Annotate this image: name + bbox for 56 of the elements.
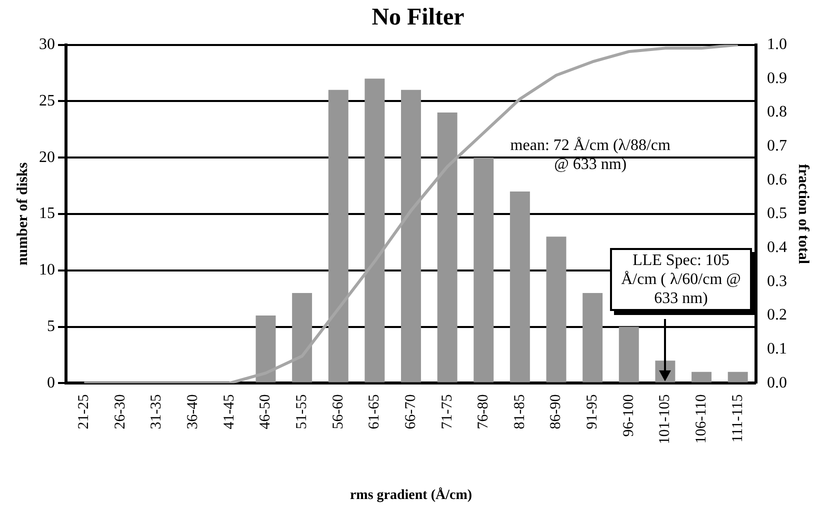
y-tick-label: 5 bbox=[47, 318, 55, 336]
x-tick-label: 31-35 bbox=[148, 394, 165, 430]
bar bbox=[401, 90, 421, 382]
annotation: mean: 72 Å/cm (λ/88/cm @ 633 nm) bbox=[509, 136, 672, 174]
x-tick-label: 111-115 bbox=[730, 394, 746, 443]
bar bbox=[474, 158, 494, 382]
y-axis-title: number of disks bbox=[14, 162, 31, 266]
annotation: LLE Spec: 105 Å/cm ( λ/60/cm @ 633 nm) bbox=[610, 248, 752, 311]
x-tick-label: 101-105 bbox=[657, 394, 674, 444]
y2-tick-label: 0.2 bbox=[767, 306, 787, 324]
x-tick-label: 46-50 bbox=[258, 394, 274, 430]
x-tick-label: 26-30 bbox=[112, 394, 128, 430]
y2-tick-label: 1.0 bbox=[767, 36, 787, 54]
y-tick-label: 15 bbox=[39, 205, 55, 222]
y-tick-label: 30 bbox=[39, 36, 55, 54]
x-tick-label: 21-25 bbox=[76, 394, 92, 430]
x-tick-label: 61-65 bbox=[366, 394, 383, 430]
y2-tick-label: 0.5 bbox=[767, 205, 787, 222]
y2-tick-label: 0.6 bbox=[767, 171, 787, 188]
y-tick-label: 25 bbox=[39, 92, 55, 110]
bar bbox=[364, 78, 385, 382]
y2-tick-label: 0.9 bbox=[767, 70, 787, 87]
y-tick-label: 0 bbox=[47, 374, 55, 392]
x-tick-label: 76-80 bbox=[476, 394, 492, 430]
y-tick-label: 10 bbox=[39, 262, 55, 279]
bar bbox=[510, 191, 530, 382]
x-tick-label: 41-45 bbox=[221, 394, 238, 430]
bar bbox=[546, 236, 566, 382]
x-tick-label: 91-95 bbox=[584, 394, 601, 430]
bar bbox=[618, 326, 639, 382]
x-tick-label: 96-100 bbox=[620, 394, 637, 437]
bar bbox=[292, 292, 312, 382]
x-tick-label: 106-110 bbox=[693, 394, 710, 444]
x-tick-label: 86-90 bbox=[548, 394, 564, 430]
y2-tick-label: 0.4 bbox=[767, 239, 787, 256]
x-axis-title: rms gradient (Å/cm) bbox=[350, 487, 472, 504]
x-tick-label: 71-75 bbox=[439, 394, 456, 430]
bar bbox=[256, 316, 276, 382]
y2-tick-label: 0.7 bbox=[767, 138, 787, 155]
y2-axis-title: fraction of total bbox=[795, 164, 812, 264]
bar bbox=[728, 372, 748, 382]
x-tick-label: 56-60 bbox=[330, 394, 346, 430]
y-tick-label: 20 bbox=[39, 148, 55, 166]
bar bbox=[582, 292, 603, 382]
y2-tick-label: 0.3 bbox=[767, 272, 787, 290]
x-tick-label: 51-55 bbox=[294, 394, 310, 430]
y2-tick-label: 0.8 bbox=[767, 104, 787, 121]
y2-tick-label: 0.0 bbox=[767, 374, 787, 392]
x-tick-label: 66-70 bbox=[402, 394, 419, 430]
x-tick-label: 36-40 bbox=[185, 394, 202, 430]
y2-tick-label: 0.1 bbox=[767, 340, 787, 358]
bar bbox=[692, 372, 712, 382]
bar bbox=[328, 90, 348, 382]
x-tick-label: 81-85 bbox=[512, 394, 528, 430]
bar bbox=[437, 112, 458, 382]
chart-title: No Filter bbox=[372, 4, 465, 31]
